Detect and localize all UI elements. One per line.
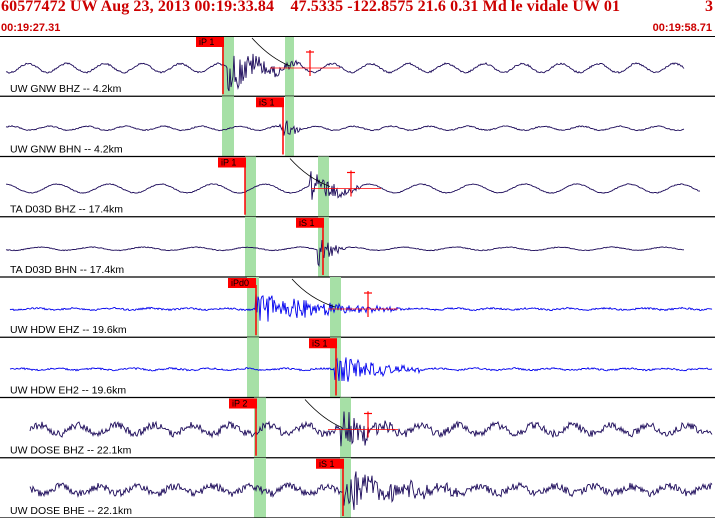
station-label: UW DOSE BHZ -- 22.1km [10, 445, 132, 457]
time-start: 00:19:27.31 [1, 22, 61, 34]
trace-panel[interactable]: iP 1 UW GNW BHZ -- 4.2km [0, 36, 715, 97]
pick-box[interactable] [229, 398, 257, 409]
waveform-trace [9, 292, 713, 322]
pick-box[interactable] [316, 458, 344, 469]
window-band [318, 156, 329, 217]
pick-label: iS 1 [319, 459, 335, 469]
station-label: UW GNW BHN -- 4.2km [10, 143, 123, 155]
pick-label: iP 2 [232, 399, 247, 409]
pick-box[interactable] [228, 278, 256, 288]
pick-label: iP 1 [221, 158, 236, 168]
moveout-curve [251, 37, 291, 67]
pick-label: iS 1 [312, 338, 328, 348]
pick-label: iPd0 [231, 278, 249, 288]
trace-panel[interactable]: iS 1 UW HDW EH2 -- 19.6km [0, 337, 715, 399]
pick-box[interactable] [256, 97, 284, 108]
waveform-trace [29, 471, 713, 510]
event-header: 60577472 UW Aug 23, 2013 00:19:33.84 47.… [0, 0, 715, 36]
window-band [340, 457, 351, 518]
waveform-trace [5, 239, 684, 267]
moveout-curve [304, 399, 343, 428]
window-band [222, 96, 234, 157]
pick-box[interactable] [218, 157, 246, 168]
waveform-trace [9, 357, 713, 382]
station-label: UW DOSE BHE -- 22.1km [10, 505, 132, 517]
station-label: UW GNW BHZ -- 4.2km [10, 83, 122, 95]
pick-box[interactable] [309, 338, 337, 349]
window-band [254, 457, 266, 518]
station-label: TA D03D BHN -- 17.4km [10, 264, 124, 276]
seismogram-plot[interactable]: iP 1 UW GNW BHZ -- 4.2km iS 1 UW GNW BHN --… [0, 36, 715, 518]
event-title: 60577472 UW Aug 23, 2013 00:19:33.84 47.… [1, 0, 621, 15]
pick-box[interactable] [196, 37, 224, 47]
window-band [245, 156, 256, 217]
waveform-trace [5, 120, 685, 136]
waveform-trace [29, 411, 713, 447]
station-label: UW HDW EH2 -- 19.6km [10, 384, 126, 396]
trace-panel[interactable]: iS 1 TA D03D BHN -- 17.4km [0, 216, 715, 278]
window-band [285, 96, 294, 157]
waveform-trace [5, 53, 685, 92]
event-count: 3 [705, 0, 713, 15]
pick-label: iS 1 [299, 218, 315, 228]
window-band [340, 397, 351, 458]
trace-panel[interactable]: iS 1 UW DOSE BHE -- 22.1km [0, 457, 715, 518]
pick-label: iP 1 [199, 37, 214, 47]
moveout-curve [289, 158, 331, 187]
window-band [245, 216, 256, 277]
window-band [247, 337, 259, 398]
station-label: TA D03D BHZ -- 17.4km [10, 204, 123, 216]
trace-panel[interactable]: iP 1 TA D03D BHZ -- 17.4km [0, 156, 715, 218]
trace-panel[interactable]: iP 2 UW DOSE BHZ -- 22.1km [0, 397, 715, 459]
station-label: UW HDW EHZ -- 19.6km [10, 324, 127, 336]
pick-label: iS 1 [259, 97, 275, 107]
pick-box[interactable] [296, 217, 324, 228]
time-end: 00:19:58.71 [652, 22, 712, 34]
trace-panel[interactable]: iS 1 UW GNW BHN -- 4.2km [0, 96, 715, 158]
trace-panel[interactable]: iPd0 UW HDW EHZ -- 19.6km [0, 277, 715, 338]
waveform-trace [6, 171, 701, 200]
moveout-curve [291, 278, 336, 308]
